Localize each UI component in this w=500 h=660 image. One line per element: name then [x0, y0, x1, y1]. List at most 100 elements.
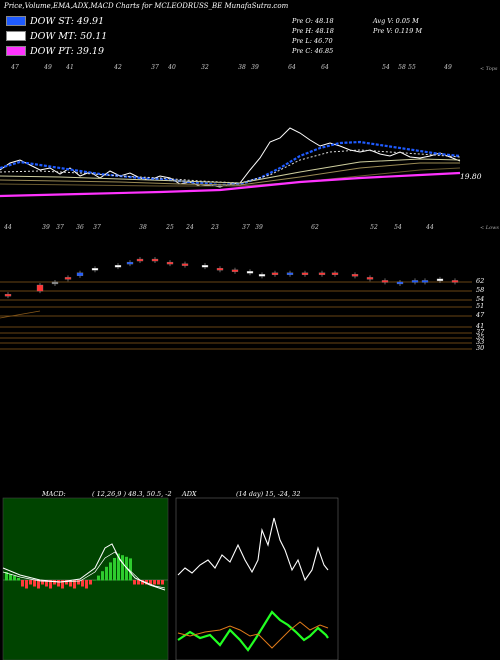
legend-pt: DOW PT: 39.19: [6, 45, 104, 57]
bottom-tick-label: 52: [370, 224, 378, 231]
macd-histogram-bar: [129, 558, 132, 581]
top-tick-label: 40: [168, 64, 176, 71]
bottom-tick-label: 37: [56, 224, 64, 231]
top-tick-label: 39: [251, 64, 259, 71]
bottom-tick-label: 25: [166, 224, 174, 231]
legend-swatch-st: [6, 16, 26, 26]
candle-body: [151, 258, 159, 262]
bottom-tick-label: 44: [4, 224, 12, 231]
level-label: 51: [476, 302, 485, 310]
bottom-tick-label: 62: [311, 224, 319, 231]
last-value-label: 19.80: [460, 172, 482, 181]
candle-body: [331, 272, 339, 275]
macd-histogram-bar: [61, 580, 64, 589]
info-low: Pre L: 46.70: [292, 37, 333, 45]
level-label: 62: [476, 277, 485, 285]
candle-body: [216, 268, 224, 271]
top-tick-label: 42: [114, 64, 122, 71]
adx-label: ADX: [182, 490, 197, 498]
info-avg-volume: Avg V: 0.05 M: [373, 17, 419, 25]
macd-histogram-bar: [81, 580, 84, 587]
macd-histogram-bar: [97, 575, 100, 581]
ema-band-2: [0, 162, 460, 186]
trend-line: [0, 310, 41, 319]
macd-histogram-bar: [89, 580, 92, 585]
chart-title: Price,Volume,EMA,ADX,MACD Charts for MCL…: [4, 2, 289, 10]
bottom-tick-label: 38: [139, 224, 147, 231]
macd-histogram-bar: [5, 572, 8, 581]
level-label: 41: [476, 322, 485, 330]
candle-body: [366, 277, 374, 280]
top-tick-label: 37: [151, 64, 159, 71]
bottom-tick-label: 39: [42, 224, 50, 231]
tops-label: < Tops: [480, 66, 498, 72]
legend-mt: DOW MT: 50.11: [6, 30, 107, 42]
adx-minus-di-line: [177, 610, 329, 652]
macd-histogram-bar: [77, 580, 80, 585]
bottom-tick-label: 37: [93, 224, 101, 231]
level-label: 58: [476, 286, 485, 294]
info-close: Pre C: 46.85: [292, 47, 334, 55]
candle-body: [436, 278, 444, 282]
candle-body: [91, 268, 99, 271]
candle-body: [381, 280, 389, 283]
top-tick-label: 64: [288, 64, 296, 71]
candle-body: [36, 284, 44, 292]
macd-histogram-bar: [149, 580, 152, 585]
candle-body: [301, 272, 309, 275]
candle-body: [396, 281, 404, 285]
top-tick-label: 55: [408, 64, 416, 71]
top-tick-label: 38: [238, 64, 246, 71]
candle-body: [64, 277, 72, 280]
candle-body: [231, 269, 239, 272]
top-tick-label: 49: [44, 64, 52, 71]
adx-params: (14 day) 15, -24, 32: [236, 490, 301, 498]
ema-short-line: [0, 140, 461, 187]
ema-mid-line: [0, 149, 461, 184]
macd-histogram-bar: [65, 580, 68, 585]
level-label: 33: [476, 338, 485, 346]
level-label: 54: [476, 295, 485, 303]
candle-body: [351, 274, 359, 277]
candle-body: [258, 274, 266, 277]
candle-body: [201, 265, 209, 268]
macd-panel: [2, 497, 169, 660]
macd-histogram-bar: [33, 580, 36, 587]
macd-histogram-bar: [161, 580, 164, 585]
legend-label-st: DOW ST: 49.91: [30, 15, 105, 27]
macd-histogram-bar: [85, 580, 88, 589]
candle-body: [246, 271, 254, 274]
macd-histogram-bar: [13, 576, 16, 581]
macd-params: ( 12,26,9 ) 48.3, 50.5, -2: [92, 490, 172, 498]
candle-body: [4, 294, 12, 297]
candle-body: [451, 280, 459, 283]
macd-histogram-bar: [141, 580, 144, 585]
top-tick-label: 49: [444, 64, 452, 71]
candle-body: [181, 263, 189, 266]
price-line: [0, 127, 461, 188]
bottom-tick-label: 24: [186, 224, 194, 231]
macd-histogram-bar: [69, 580, 72, 587]
macd-histogram-bar: [153, 580, 156, 585]
candle-body: [271, 272, 279, 275]
top-tick-label: 64: [321, 64, 329, 71]
macd-histogram-bar: [37, 580, 40, 589]
adx-line: [177, 621, 329, 649]
info-open: Pre O: 48.18: [292, 17, 334, 25]
level-label: 35: [476, 333, 485, 341]
candle-body: [166, 261, 174, 265]
macd-histogram-bar: [53, 580, 56, 585]
macd-histogram-bar: [57, 580, 60, 587]
bottom-tick-label: 23: [211, 224, 219, 231]
macd-histogram-bar: [73, 580, 76, 589]
macd-histogram-bar: [157, 580, 160, 585]
candle-body: [286, 272, 294, 275]
bottom-tick-label: 54: [394, 224, 402, 231]
bottom-tick-label: 44: [426, 224, 434, 231]
candle-body: [411, 280, 419, 283]
macd-histogram-bar: [101, 571, 104, 581]
legend-swatch-pt: [6, 46, 26, 56]
macd-histogram-bar: [113, 558, 116, 581]
info-prev-volume: Pre V: 0.119 M: [373, 27, 423, 35]
